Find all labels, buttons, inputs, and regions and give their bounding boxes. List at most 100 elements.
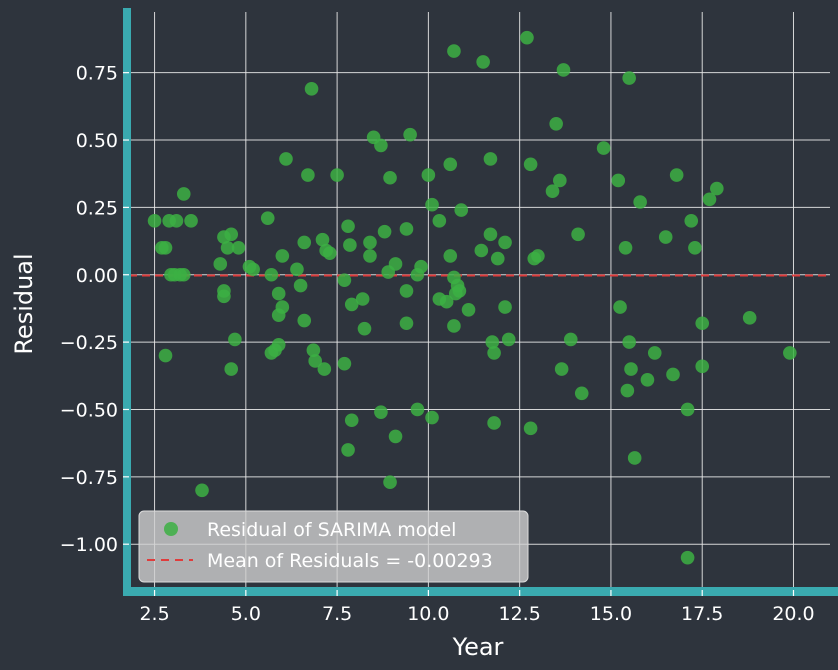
data-point [452,284,467,298]
grid-layer [129,12,830,590]
data-point [306,343,321,357]
data-point [231,241,246,255]
y-tick-label: −0.75 [60,467,118,489]
y-tick-label: 0.75 [76,63,118,85]
data-point [330,168,344,182]
data-point [447,44,461,58]
data-point [622,71,636,85]
data-point [454,203,469,217]
data-point [383,475,397,490]
x-tick-labels: 2.5 5.0 7.5 10.0 12.5 15.0 17.5 20.0 [139,590,815,625]
data-point [680,402,695,417]
y-tick-label: 0.00 [76,265,118,287]
data-point [363,235,377,250]
data-point [531,249,545,263]
data-point [669,168,684,182]
left-spine [123,8,131,596]
legend-line-label: Mean of Residuals = -0.00293 [207,550,493,572]
legend-scatter-label: Residual of SARIMA model [207,519,456,541]
data-point [297,313,312,328]
data-point [195,483,209,498]
data-point [337,356,352,371]
data-point [341,443,355,457]
y-tick-label: −1.00 [60,534,118,556]
data-point [553,173,567,188]
data-point [147,214,162,228]
data-point [217,289,231,304]
data-point [425,410,439,425]
data-point [487,346,501,360]
data-point [695,316,710,331]
data-point [388,257,403,271]
y-tick-labels: 0.75 0.50 0.25 0.00 −0.25 −0.50 −0.75 −1.00 [60,63,129,556]
data-point [290,262,304,277]
x-tick-label: 12.5 [499,603,541,625]
data-point [425,197,439,212]
data-point [344,413,359,428]
data-point [596,141,611,155]
data-point [695,359,710,374]
y-tick-label: 0.25 [76,197,118,219]
legend: Residual of SARIMA model Mean of Residua… [138,510,529,583]
data-point [224,362,239,376]
legend-box [138,510,529,583]
data-point [399,222,414,236]
data-point [680,550,695,565]
data-point [399,284,414,298]
data-point [213,257,228,271]
data-point [304,82,319,96]
data-point [377,224,392,239]
data-point [343,238,357,252]
data-point [549,117,563,131]
data-point [264,267,279,282]
data-point [275,249,290,263]
data-point [344,297,359,312]
data-point [228,332,242,347]
data-point [523,421,538,436]
data-point [357,321,372,336]
data-point [439,294,454,309]
data-point [301,168,315,182]
data-point [490,251,505,266]
data-point [293,278,308,293]
data-point [220,241,235,255]
data-point [260,211,275,225]
data-point [483,152,498,166]
data-point [627,451,642,465]
x-axis-title: Year [452,633,504,661]
data-point [545,184,560,199]
data-point [688,241,702,255]
data-point [374,405,388,419]
data-point [658,230,673,244]
data-point [374,138,388,153]
data-point [742,311,757,325]
x-tick-label: 17.5 [681,603,723,625]
data-point [275,300,290,314]
data-point [355,292,370,306]
data-point [620,383,635,398]
data-point [474,243,489,258]
data-point [498,300,512,314]
data-point [783,346,797,360]
x-tick-label: 10.0 [407,603,449,625]
data-point [498,235,512,250]
data-point [317,362,332,376]
data-point [487,416,501,430]
data-point [315,232,330,247]
x-tick-label: 2.5 [139,603,169,625]
data-point [640,373,655,387]
data-point [388,429,403,444]
data-point [556,63,571,77]
y-tick-label: −0.25 [60,332,118,354]
spine-layer [123,8,838,596]
data-point [341,219,355,234]
data-point [271,286,286,301]
data-point [554,362,569,376]
data-point [624,362,638,376]
data-point [169,214,184,228]
data-point [224,227,239,242]
data-point [432,214,447,228]
data-point [666,367,680,382]
data-point [563,332,578,347]
